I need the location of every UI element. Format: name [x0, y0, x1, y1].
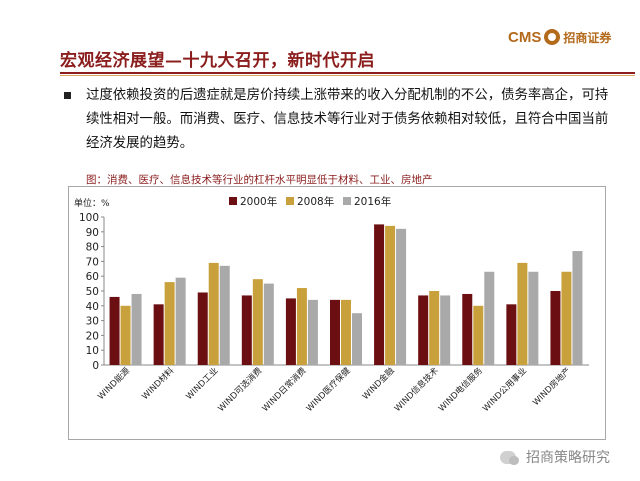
bar — [352, 313, 362, 365]
x-tick-label: WIND能源 — [96, 365, 133, 402]
legend-label: 2016年 — [354, 195, 391, 208]
x-tick-label: WIND医疗保健 — [304, 365, 353, 414]
legend-swatch — [343, 197, 351, 205]
bar — [473, 305, 484, 365]
bar — [385, 225, 396, 365]
x-tick-label: WIND材料 — [140, 365, 177, 402]
x-tick-label: WIND金融 — [360, 365, 397, 402]
logo-cms-text: CMS — [508, 28, 542, 46]
y-tick-label: 90 — [86, 227, 99, 239]
x-tick-label: WIND工业 — [184, 365, 221, 402]
watermark-text: 招商策略研究 — [526, 450, 610, 466]
bar — [572, 251, 583, 365]
company-logo: CMS 招商证券 — [508, 27, 628, 47]
chart-legend: 2000年 2008年 2016年 — [229, 195, 391, 208]
y-tick-label: 0 — [92, 360, 99, 372]
bar — [252, 279, 263, 365]
bar — [296, 288, 307, 365]
bar — [219, 265, 230, 365]
bar-series — [109, 224, 583, 365]
y-tick-label: 20 — [86, 330, 99, 342]
bar — [153, 304, 164, 365]
bar — [197, 292, 208, 365]
title-divider-accent — [60, 75, 635, 76]
bar — [528, 271, 539, 365]
bar — [263, 283, 274, 365]
bullet-square-icon — [64, 92, 71, 99]
y-tick-label: 80 — [86, 242, 99, 254]
y-tick-label: 40 — [86, 301, 99, 313]
wechat-icon — [500, 450, 519, 465]
logo-mark-icon — [544, 29, 561, 45]
logo-company-name: 招商证券 — [563, 30, 612, 45]
legend-swatch — [229, 197, 237, 205]
bar — [418, 295, 429, 365]
bar — [330, 299, 340, 365]
bar — [285, 298, 296, 365]
x-tick-label: WIND房地产 — [530, 365, 573, 408]
bar — [120, 305, 131, 365]
bar — [175, 277, 186, 365]
bar — [550, 291, 561, 365]
bar — [241, 295, 252, 365]
chart-frame: 2000年 2008年 2016年 单位：% 0 10 20 30 40 50 60 70 80 90… — [68, 186, 606, 440]
x-tick-label: WIND信息技术 — [392, 365, 441, 414]
x-tick-label: WIND可选消费 — [216, 365, 265, 414]
bar — [396, 228, 407, 365]
y-tick-label: 60 — [86, 271, 99, 283]
bar — [440, 295, 451, 365]
chart-caption: 图：消费、医疗、信息技术等行业的杠杆水平明显低于材料、工业、房地产 — [86, 174, 433, 186]
bar — [131, 293, 142, 365]
y-tick-label: 70 — [86, 256, 99, 268]
legend-label: 2008年 — [297, 195, 334, 208]
y-axis: 0 10 20 30 40 50 60 70 80 90 100 — [79, 212, 589, 372]
x-tick-label: WIND电信服务 — [436, 365, 485, 414]
x-tick-label: WIND公用事业 — [480, 365, 529, 414]
bar — [307, 299, 318, 365]
y-tick-label: 100 — [79, 212, 99, 224]
y-tick-label: 50 — [86, 286, 99, 298]
bar — [341, 299, 351, 365]
bar — [484, 271, 495, 365]
legend-swatch — [286, 197, 294, 205]
bar — [517, 262, 528, 365]
watermark: 招商策略研究 — [500, 447, 610, 467]
bar-chart: 2000年 2008年 2016年 单位：% 0 10 20 30 40 50 60 70 80 90… — [74, 195, 589, 414]
x-tick-label: WIND日常消费 — [260, 365, 309, 414]
y-tick-label: 30 — [86, 316, 99, 328]
y-axis-label: 单位：% — [74, 197, 110, 209]
bar — [164, 282, 175, 365]
bar — [208, 262, 219, 365]
bullet-paragraph: 过度依赖投资的后遗症就是房价持续上涨带来的收入分配机制的不公，债务率高企，可持续… — [86, 88, 609, 151]
x-axis-labels: WIND能源 WIND材料 WIND工业WIND可选消费WIND日常消费WIND医疗… — [96, 365, 574, 414]
bar — [374, 224, 385, 365]
bar — [429, 291, 440, 365]
title-divider — [60, 72, 635, 74]
legend-label: 2000年 — [240, 195, 277, 208]
bar — [506, 304, 517, 365]
slide-title: 宏观经济展望—十九大召开，新时代开启 — [60, 51, 375, 71]
bar — [561, 271, 572, 365]
bar — [462, 293, 473, 365]
bar — [109, 296, 120, 365]
y-tick-label: 10 — [86, 345, 99, 357]
